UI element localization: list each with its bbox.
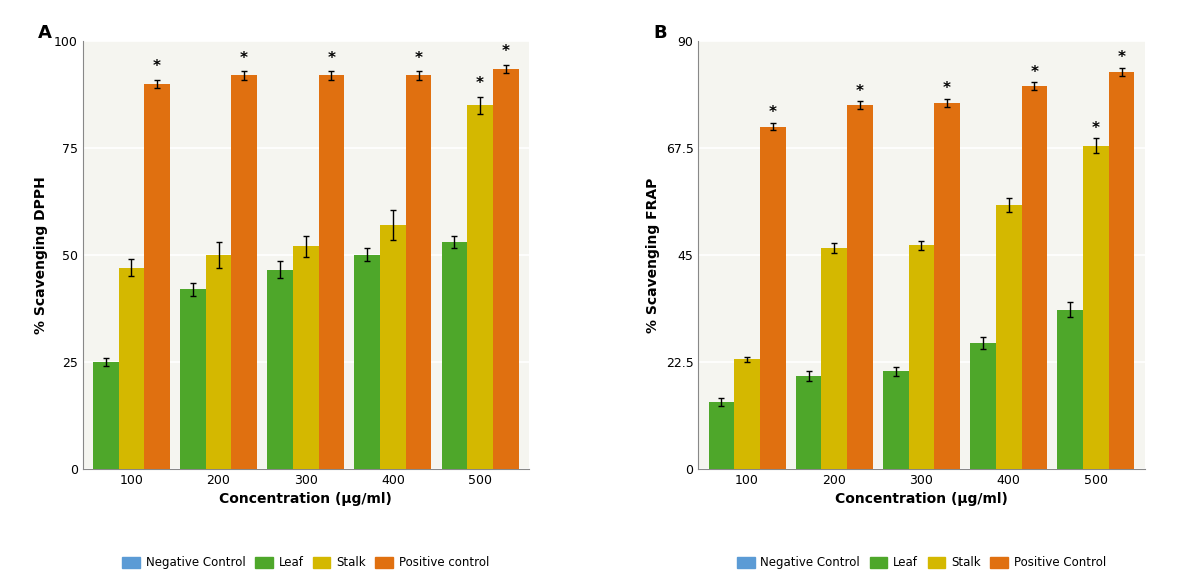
Bar bbox=[996, 205, 1022, 469]
Y-axis label: % Scavenging FRAP: % Scavenging FRAP bbox=[647, 177, 660, 333]
Text: *: * bbox=[414, 51, 422, 66]
Legend: Negative Control, Leaf, Stalk, Positive Control: Negative Control, Leaf, Stalk, Positive … bbox=[732, 551, 1110, 574]
Bar bbox=[847, 105, 873, 469]
Bar bbox=[970, 343, 996, 469]
Text: *: * bbox=[153, 59, 160, 74]
Text: *: * bbox=[502, 45, 510, 59]
Text: *: * bbox=[476, 77, 484, 91]
Bar bbox=[1022, 86, 1047, 469]
Bar bbox=[93, 362, 118, 469]
Bar bbox=[144, 84, 170, 469]
X-axis label: Concentration (μg/ml): Concentration (μg/ml) bbox=[219, 492, 392, 506]
X-axis label: Concentration (μg/ml): Concentration (μg/ml) bbox=[835, 492, 1008, 506]
Bar bbox=[1083, 145, 1109, 469]
Bar bbox=[205, 255, 231, 469]
Bar bbox=[319, 75, 345, 469]
Bar bbox=[231, 75, 257, 469]
Bar bbox=[467, 105, 493, 469]
Text: *: * bbox=[1117, 50, 1126, 65]
Text: *: * bbox=[1030, 64, 1038, 80]
Bar bbox=[406, 75, 432, 469]
Text: *: * bbox=[327, 51, 335, 66]
Bar bbox=[493, 69, 518, 469]
Bar bbox=[935, 103, 961, 469]
Y-axis label: % Scavenging DPPH: % Scavenging DPPH bbox=[34, 176, 48, 334]
Bar bbox=[883, 372, 909, 469]
Text: *: * bbox=[943, 81, 951, 96]
Bar bbox=[821, 248, 847, 469]
Bar bbox=[181, 289, 205, 469]
Bar bbox=[734, 359, 760, 469]
Text: *: * bbox=[241, 51, 248, 66]
Text: *: * bbox=[1092, 121, 1100, 135]
Text: *: * bbox=[856, 84, 864, 98]
Bar bbox=[354, 255, 380, 469]
Bar bbox=[267, 270, 293, 469]
Bar bbox=[1109, 72, 1134, 469]
Bar bbox=[795, 376, 821, 469]
Text: *: * bbox=[768, 105, 776, 120]
Bar bbox=[293, 246, 319, 469]
Bar bbox=[380, 225, 406, 469]
Text: A: A bbox=[38, 24, 52, 42]
Bar bbox=[1057, 309, 1083, 469]
Bar bbox=[909, 246, 935, 469]
Bar bbox=[760, 127, 786, 469]
Bar bbox=[441, 242, 467, 469]
Bar bbox=[709, 402, 734, 469]
Bar bbox=[118, 268, 144, 469]
Legend: Negative Control, Leaf, Stalk, Positive control: Negative Control, Leaf, Stalk, Positive … bbox=[117, 551, 494, 574]
Text: B: B bbox=[654, 24, 668, 42]
